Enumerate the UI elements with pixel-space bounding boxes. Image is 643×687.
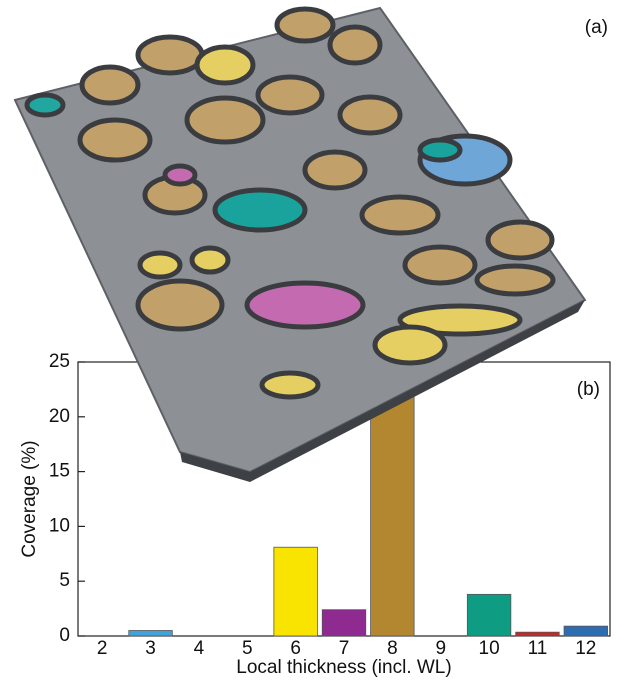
bar xyxy=(467,594,511,636)
bar xyxy=(274,547,318,636)
x-tick-label: 11 xyxy=(528,638,548,659)
bar xyxy=(371,380,415,636)
x-tick-label: 8 xyxy=(387,638,398,659)
figure: (a) (b) Local thickness (incl. WL) Cover… xyxy=(0,0,643,687)
x-tick-label: 6 xyxy=(290,638,301,659)
x-tick-label: 4 xyxy=(194,638,205,659)
x-tick-label: 9 xyxy=(435,638,446,659)
x-axis-title: Local thickness (incl. WL) xyxy=(236,657,451,678)
bar xyxy=(564,626,608,636)
y-tick-label: 5 xyxy=(59,570,70,591)
x-tick-label: 2 xyxy=(97,638,108,659)
y-tick-label: 10 xyxy=(49,515,70,536)
panel-label: (b) xyxy=(577,379,600,400)
panel-label: (a) xyxy=(585,17,608,38)
y-tick-label: 0 xyxy=(59,625,70,646)
x-tick-label: 5 xyxy=(242,638,253,659)
page: (a) (b) Local thickness (incl. WL) Cover… xyxy=(0,0,643,687)
y-axis-title: Coverage (%) xyxy=(19,440,40,557)
y-tick-label: 20 xyxy=(49,406,70,427)
x-tick-label: 7 xyxy=(339,638,350,659)
x-tick-label: 10 xyxy=(479,638,500,659)
x-tick-label: 3 xyxy=(145,638,156,659)
y-tick-label: 25 xyxy=(49,351,70,372)
bar xyxy=(516,632,560,636)
x-tick-label: 12 xyxy=(575,638,596,659)
y-tick-label: 15 xyxy=(49,461,70,482)
bar xyxy=(322,610,366,636)
bar xyxy=(129,631,173,636)
